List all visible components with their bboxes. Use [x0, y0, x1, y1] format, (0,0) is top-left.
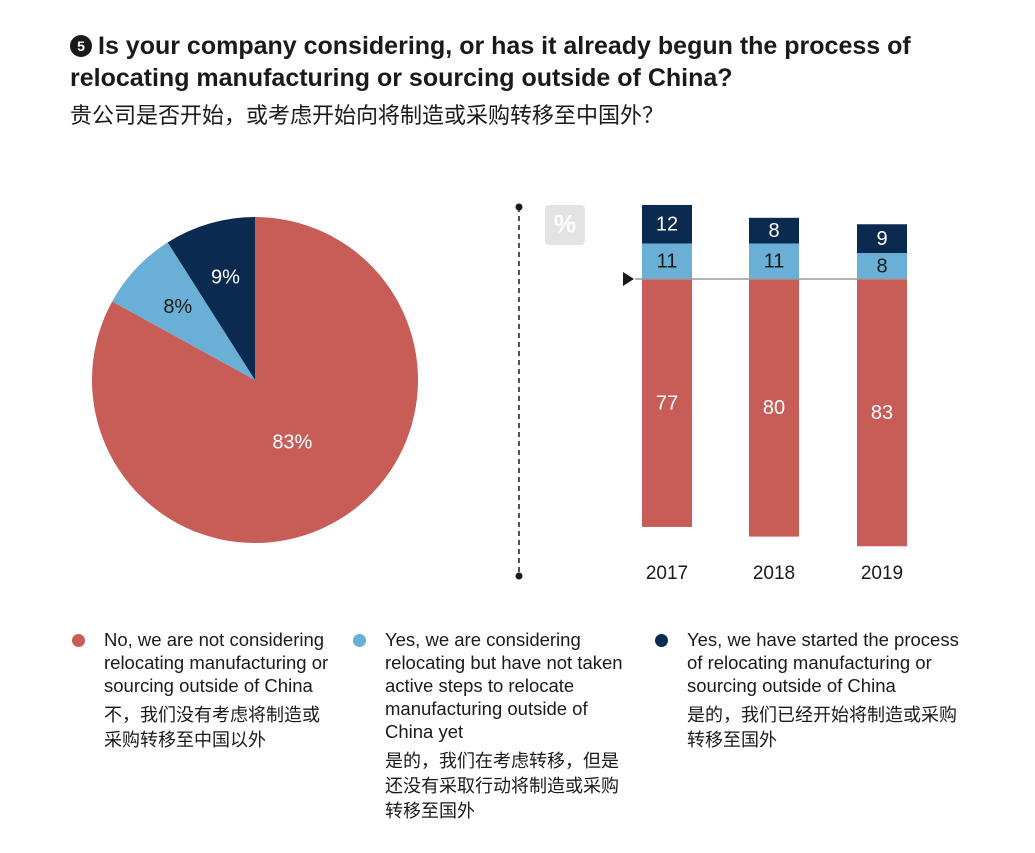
bar-2017-considering [642, 243, 692, 279]
bar-2017-no [642, 279, 692, 527]
legend-dot-started [655, 634, 668, 647]
legend-dot-no [72, 634, 85, 647]
bar-2017-started [642, 204, 692, 244]
bar-2019-started [857, 224, 907, 254]
bar-label-2018-no: 80 [763, 397, 785, 419]
pie-label-considering: 8% [163, 296, 192, 318]
x-tick-2018: 2018 [753, 563, 795, 584]
pie-slice-considering [112, 242, 255, 380]
question-title-en: Is your company considering, or has it a… [70, 32, 911, 92]
question-header: 5 Is your company considering, or has it … [70, 30, 970, 132]
bar-label-2019-started: 9 [876, 228, 887, 250]
bar-2018-started [749, 217, 799, 244]
question-number: 5 [70, 35, 92, 57]
legend-label-no-zh: 不，我们没有考虑将制造或采购转移至中国以外 [104, 705, 320, 750]
bar-2019-considering [857, 253, 907, 279]
legend-label-started-en: Yes, we have started the process of relo… [687, 629, 959, 696]
pie-slice-started [167, 217, 255, 380]
pie-label-started: 9% [211, 267, 240, 289]
legend-item-considering: Yes, we are considering relocating but h… [353, 628, 633, 824]
unit-box [545, 205, 585, 245]
legend-label-considering-zh: 是的，我们在考虑转移，但是还没有采取行动将制造或采购转移至国外 [385, 751, 619, 821]
bar-label-2017-no: 77 [656, 392, 678, 414]
x-tick-2017: 2017 [646, 563, 688, 584]
legend-label-started-zh: 是的，我们已经开始将制造或采购转移至国外 [687, 705, 957, 750]
legend-item-no: No, we are not considering relocating ma… [72, 628, 332, 753]
bar-2019-no [857, 279, 907, 547]
legend-item-started: Yes, we have started the process of relo… [655, 628, 965, 753]
legend-label-considering-en: Yes, we are considering relocating but h… [385, 629, 623, 742]
reference-marker [623, 272, 634, 286]
axis-bottom-dot [515, 572, 523, 580]
question-title-zh: 贵公司是否开始，或考虑开始向将制造或采购转移至中国外？ [70, 103, 665, 128]
question-title: 5 Is your company considering, or has it … [70, 30, 970, 94]
unit-label: % [554, 211, 576, 239]
bar-label-2018-started: 8 [768, 220, 779, 242]
legend-dot-considering [353, 634, 366, 647]
x-tick-2019: 2019 [861, 563, 903, 584]
bar-label-2017-started: 12 [656, 214, 678, 236]
stacked-bar-chart: % 12 11 77 2017 8 11 80 2018 9 8 83 2019 [515, 203, 907, 584]
legend-label-no-en: No, we are not considering relocating ma… [104, 629, 329, 696]
bar-label-2018-considering: 11 [764, 251, 785, 273]
pie-label-no: 83% [272, 431, 312, 453]
pie-chart: 83% 8% 9% [91, 217, 419, 543]
bar-label-2019-no: 83 [871, 402, 893, 424]
bar-2018-no [749, 279, 799, 537]
bar-label-2019-considering: 8 [876, 255, 887, 277]
bar-2018-considering [749, 243, 799, 279]
bar-label-2017-considering: 11 [657, 251, 678, 273]
axis-top-dot [515, 203, 523, 211]
